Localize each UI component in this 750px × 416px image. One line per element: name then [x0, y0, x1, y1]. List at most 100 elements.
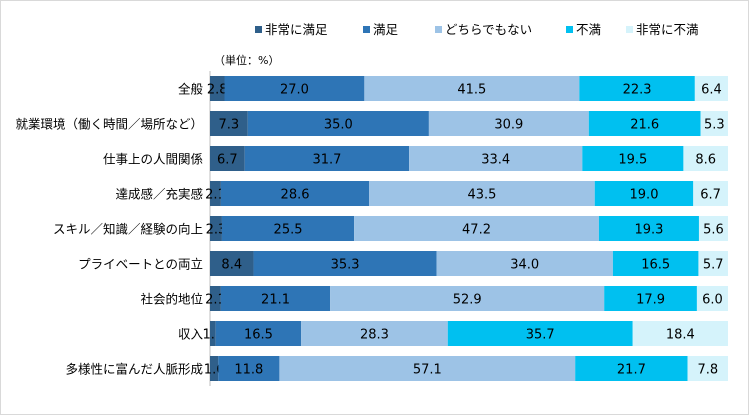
bar-segment [210, 216, 222, 241]
bar-segment [244, 146, 410, 171]
data-label: 16.5 [244, 328, 273, 343]
data-label: 2.1 [205, 188, 226, 203]
bar-segment [582, 146, 684, 171]
data-label: 41.5 [457, 83, 486, 98]
data-label: 34.0 [510, 258, 539, 273]
data-label: 7.3 [219, 118, 240, 133]
bar-segment [632, 321, 728, 346]
bar-segment [210, 76, 225, 101]
data-label: 19.5 [618, 153, 647, 168]
data-label: 21.7 [617, 363, 646, 378]
bar-segment [436, 251, 613, 276]
bar-segment [224, 76, 365, 101]
data-label: 5.3 [704, 118, 725, 133]
bar-segment [409, 146, 583, 171]
bar-segment [598, 216, 699, 241]
legend-swatch [255, 26, 262, 33]
category-tick-label: 全般 [178, 82, 204, 97]
legend-swatch [626, 26, 633, 33]
bar-segment [594, 181, 694, 206]
category-tick-label: 就業環境（働く時間／場所など） [15, 117, 203, 132]
bar-segment [698, 251, 728, 276]
data-label: 22.3 [623, 83, 652, 98]
bar-segment [210, 321, 216, 346]
bar-segment [694, 76, 728, 101]
data-label: 11.8 [234, 363, 263, 378]
data-label: 31.7 [312, 153, 341, 168]
category-tick-label: 収入 [178, 327, 204, 342]
bar-segment [696, 286, 728, 311]
category-tick-label: 社会的地位 [140, 292, 203, 307]
legend-label: 非常に満足 [265, 22, 328, 37]
data-label: 27.0 [280, 83, 309, 98]
data-label: 7.8 [697, 363, 718, 378]
data-label: 35.7 [526, 328, 555, 343]
data-label: 2.8 [207, 83, 228, 98]
bar-segment [693, 181, 728, 206]
bars: 2.8 27.0 41.5 22.3 6.4 7.3 35.0 30.9 21.6 5.3 6.7 3… [203, 76, 728, 381]
legend: 非常に満足 満足 どちらでもない 不満 非常に不満 [255, 22, 699, 37]
bar-segment [210, 111, 248, 136]
bar-segment [210, 146, 245, 171]
legend-swatch [435, 26, 442, 33]
data-label: 6.7 [700, 188, 721, 203]
legend-label: 不満 [576, 22, 601, 37]
bar-segment [447, 321, 633, 346]
bar-segment [210, 251, 254, 276]
data-label: 35.0 [324, 118, 353, 133]
category-tick-label: スキル／知識／経験の向上 [53, 222, 203, 237]
bar-segment [604, 286, 697, 311]
bar-segment [218, 356, 280, 381]
unit-label: （単位：%） [214, 53, 279, 67]
category-tick-label: 仕事上の人間関係 [103, 152, 203, 167]
bar-segment [700, 111, 728, 136]
data-label: 5.7 [703, 258, 724, 273]
data-label: 28.3 [360, 328, 389, 343]
bar-segment [210, 356, 219, 381]
data-label: 25.5 [274, 223, 303, 238]
data-label: 28.6 [281, 188, 310, 203]
data-label: 8.4 [221, 258, 242, 273]
data-label: 43.5 [467, 188, 496, 203]
bar-segment [687, 356, 728, 381]
category-tick-label: プライベートとの両立 [78, 257, 203, 272]
data-label: 5.6 [703, 223, 724, 238]
bar-segment [253, 251, 437, 276]
bar-segment [301, 321, 448, 346]
data-label: 8.6 [695, 153, 716, 168]
bar-segment [210, 286, 221, 311]
data-label: 57.1 [413, 363, 442, 378]
bar-segment [279, 356, 576, 381]
data-label: 33.4 [481, 153, 510, 168]
bar-segment [215, 321, 302, 346]
bar-segment [330, 286, 605, 311]
bar-segment [354, 216, 599, 241]
data-label: 18.4 [666, 328, 695, 343]
data-label: 17.9 [636, 293, 665, 308]
bar-segment [588, 111, 701, 136]
bar-segment [579, 76, 695, 101]
data-label: 16.5 [641, 258, 670, 273]
data-label: 35.3 [331, 258, 360, 273]
legend-swatch [363, 26, 370, 33]
bar-segment [683, 146, 728, 171]
data-label: 21.6 [630, 118, 659, 133]
data-label: 30.9 [494, 118, 523, 133]
bar-segment [220, 286, 331, 311]
data-label: 6.7 [217, 153, 238, 168]
legend-swatch [566, 26, 573, 33]
bar-segment [221, 216, 355, 241]
bar-segment [428, 111, 589, 136]
bar-segment [364, 76, 580, 101]
legend-label: 非常に不満 [636, 22, 699, 37]
data-label: 2.3 [206, 223, 227, 238]
bar-segment [698, 216, 728, 241]
bar-segment [369, 181, 595, 206]
data-label: 21.1 [261, 293, 290, 308]
data-label: 6.4 [701, 83, 722, 98]
bar-segment [612, 251, 699, 276]
category-tick-label: 多様性に富んだ人脈形成 [65, 362, 203, 377]
